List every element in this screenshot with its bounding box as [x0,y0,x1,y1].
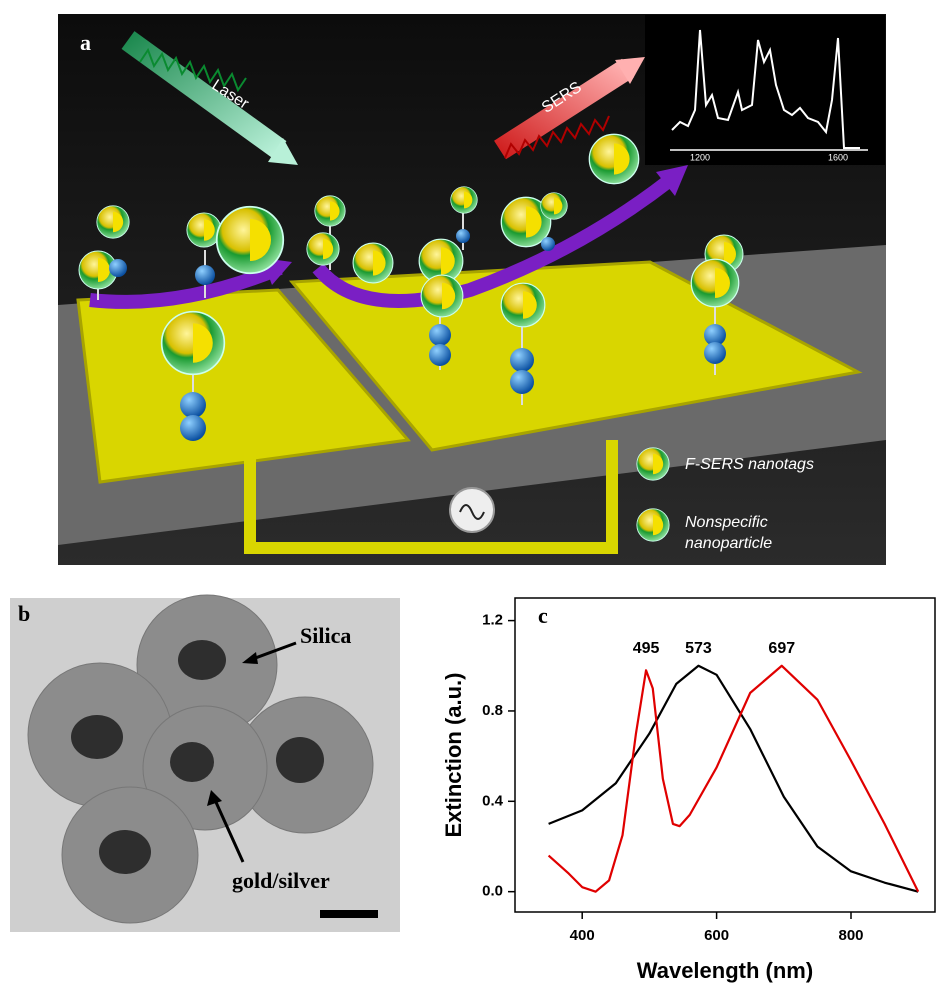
spectrum-inset [645,15,885,165]
legend-label: F-SERS nanotags [685,456,814,473]
scale-bar [320,910,378,918]
x-axis-label: Wavelength (nm) [637,958,813,983]
y-axis-label: Extinction (a.u.) [441,673,466,838]
figure: Laser SERS 1200 1600 [0,0,945,991]
peak-label: 697 [768,640,795,657]
x-tick-label: 600 [704,927,729,944]
panel-c: c Wavelength (nm) Extinction (a.u.) 0.0 0… [441,598,935,983]
panel-label: b [18,601,30,626]
x-tick-label: 400 [570,927,595,944]
curve [549,666,919,892]
y-tick-label: 0.4 [482,792,504,809]
panel-a: Laser SERS 1200 1600 [58,14,886,565]
panel-label: a [80,30,91,55]
peak-label: 495 [633,640,660,657]
panel-label: c [538,603,548,628]
y-tick-label: 0.0 [482,883,503,900]
y-tick-label: 1.2 [482,612,503,629]
legend-icon [637,509,669,541]
legend-label-box: Nonspecific nanoparticle [685,512,805,562]
peak-label: 573 [685,640,712,657]
page: Laser SERS 1200 1600 [0,0,945,991]
silica-label: Silica [300,623,351,648]
curve [549,666,919,892]
y-tick-label: 0.8 [482,702,503,719]
x-tick-label: 800 [838,927,863,944]
legend-icon [637,448,669,480]
spectrum-tick-label: 1200 [690,152,710,162]
spectrum-tick-label: 1600 [828,152,848,162]
legend-label: Nonspecific nanoparticle [685,512,805,554]
panel-b: Silica gold/silver b [10,595,400,932]
core-label: gold/silver [232,868,330,893]
plot-frame [515,598,935,912]
